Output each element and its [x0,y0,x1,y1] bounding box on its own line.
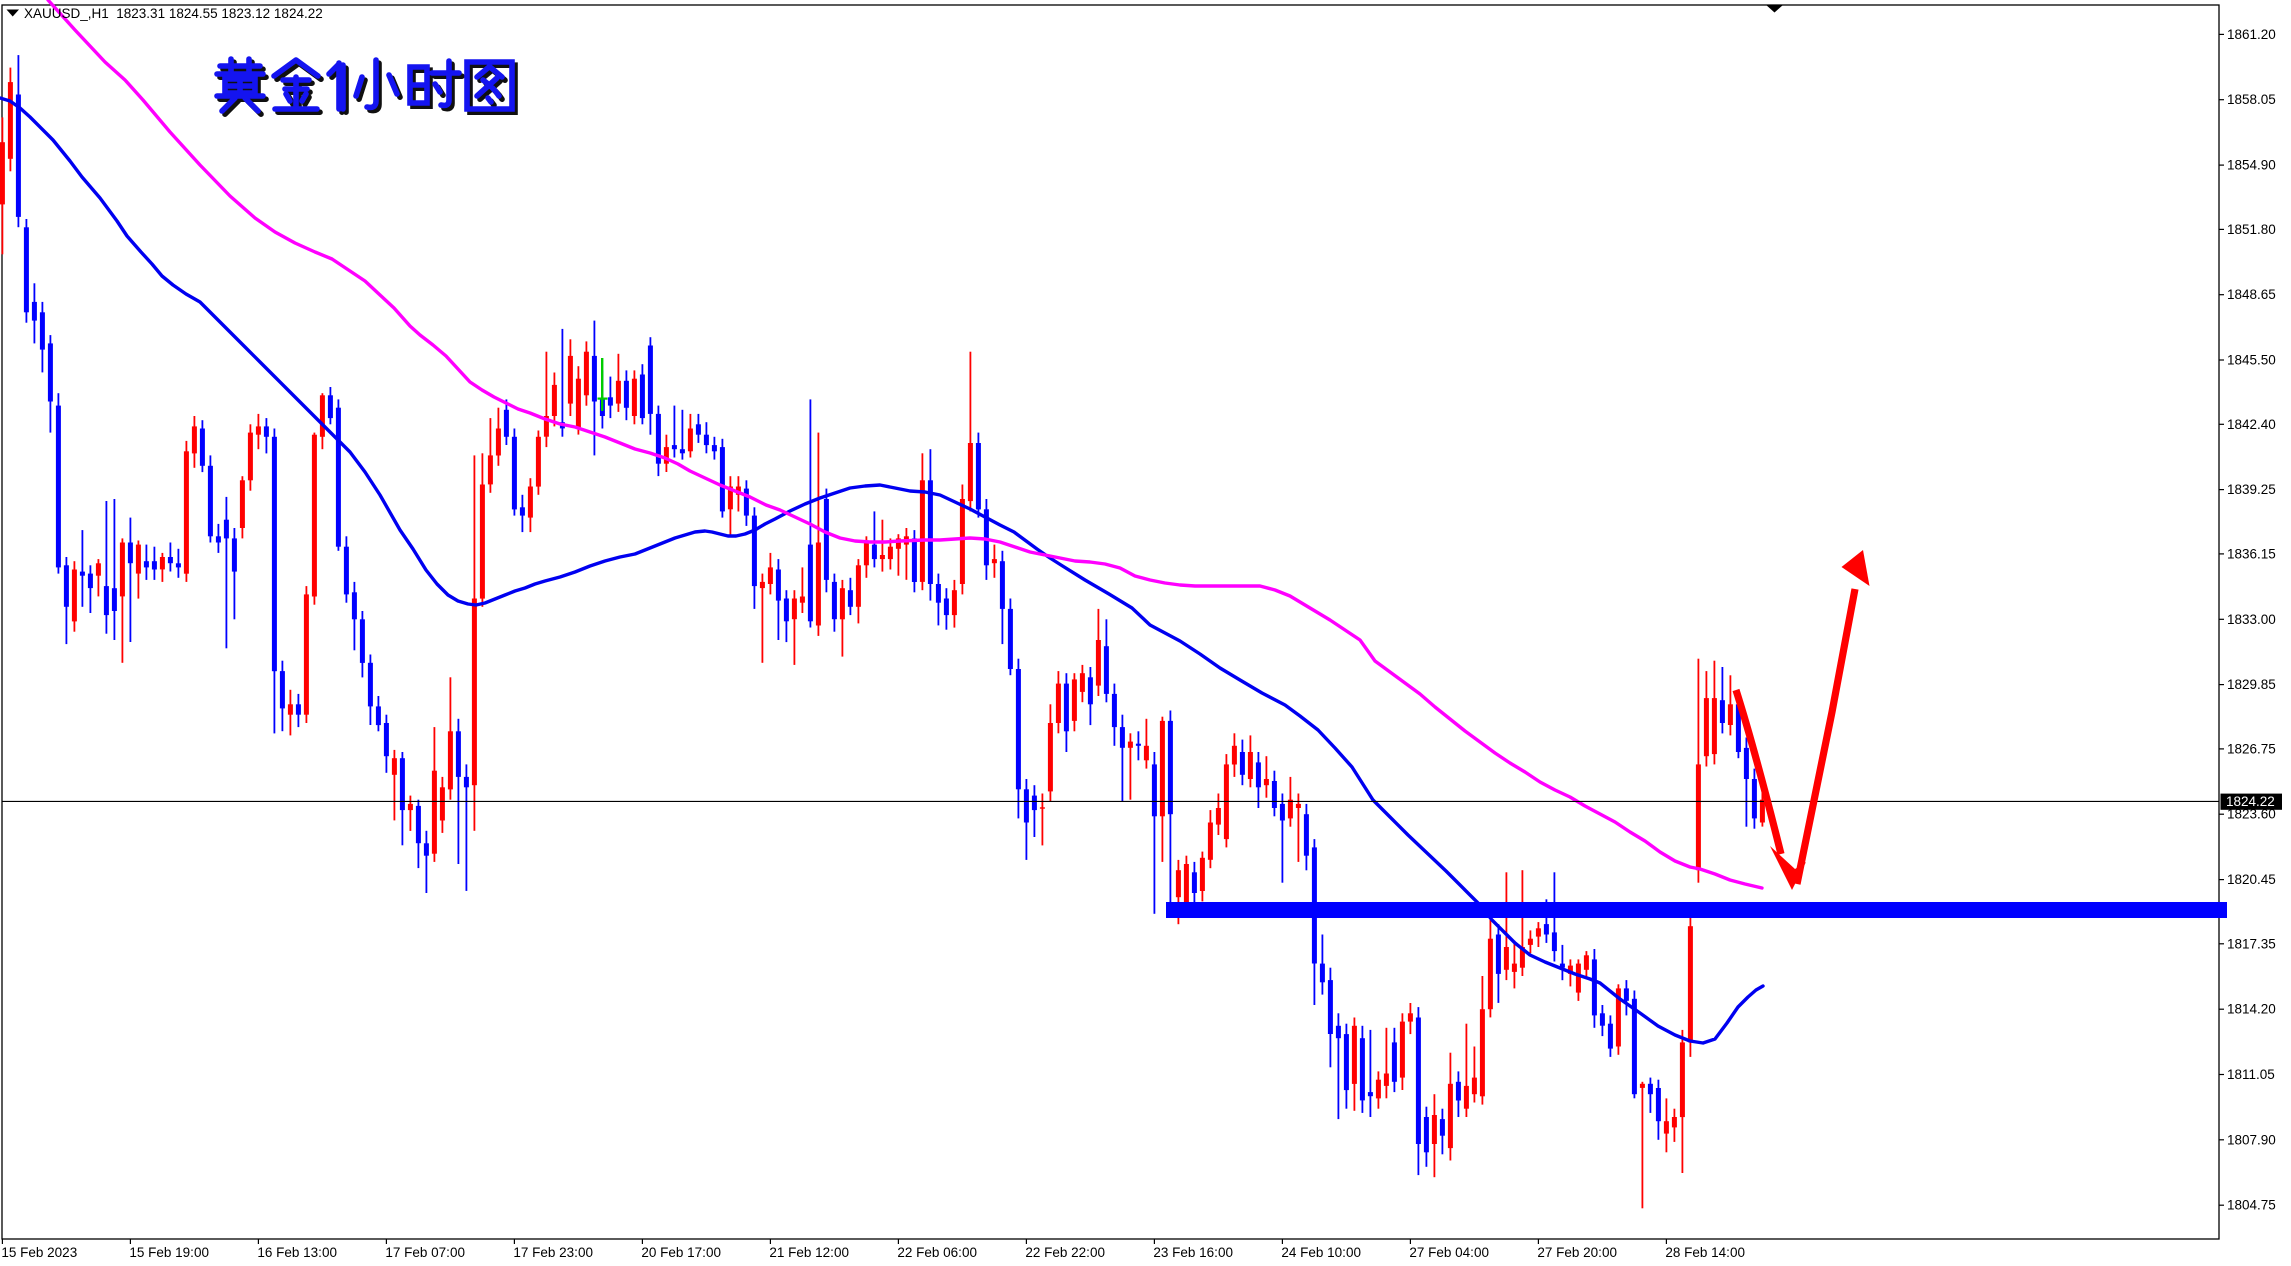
svg-text:15 Feb 19:00: 15 Feb 19:00 [129,1245,209,1260]
svg-text:1823.60: 1823.60 [2227,807,2276,822]
svg-text:1858.05: 1858.05 [2227,92,2276,107]
svg-text:1804.75: 1804.75 [2227,1198,2276,1213]
svg-text:17 Feb 23:00: 17 Feb 23:00 [513,1245,593,1260]
svg-text:20 Feb 17:00: 20 Feb 17:00 [641,1245,721,1260]
svg-text:1842.40: 1842.40 [2227,417,2276,432]
svg-text:15 Feb 2023: 15 Feb 2023 [1,1245,77,1260]
svg-text:1814.20: 1814.20 [2227,1002,2276,1017]
svg-text:1826.75: 1826.75 [2227,741,2276,756]
svg-text:27 Feb 20:00: 27 Feb 20:00 [1537,1245,1617,1260]
svg-text:1833.00: 1833.00 [2227,612,2276,627]
svg-text:XAUUSD_,H1 1823.31 1824.55 18: XAUUSD_,H1 1823.31 1824.55 1823.12 1824.… [24,6,323,21]
svg-text:21 Feb 12:00: 21 Feb 12:00 [769,1245,849,1260]
svg-text:1817.35: 1817.35 [2227,936,2276,951]
svg-text:1836.15: 1836.15 [2227,546,2276,561]
svg-text:1829.85: 1829.85 [2227,677,2276,692]
svg-text:1854.90: 1854.90 [2227,158,2276,173]
svg-text:22 Feb 06:00: 22 Feb 06:00 [897,1245,977,1260]
svg-text:23 Feb 16:00: 23 Feb 16:00 [1153,1245,1233,1260]
svg-text:27 Feb 04:00: 27 Feb 04:00 [1409,1245,1489,1260]
svg-text:1820.45: 1820.45 [2227,872,2276,887]
svg-text:1807.90: 1807.90 [2227,1132,2276,1147]
svg-text:1851.80: 1851.80 [2227,222,2276,237]
svg-text:1861.20: 1861.20 [2227,27,2276,42]
svg-text:16 Feb 13:00: 16 Feb 13:00 [257,1245,337,1260]
svg-text:1824.22: 1824.22 [2226,794,2275,809]
svg-text:1848.65: 1848.65 [2227,287,2276,302]
svg-text:17 Feb 07:00: 17 Feb 07:00 [385,1245,465,1260]
svg-text:1845.50: 1845.50 [2227,353,2276,368]
svg-text:28 Feb 14:00: 28 Feb 14:00 [1665,1245,1745,1260]
svg-text:22 Feb 22:00: 22 Feb 22:00 [1025,1245,1105,1260]
svg-text:1811.05: 1811.05 [2227,1067,2275,1082]
svg-text:1839.25: 1839.25 [2227,482,2276,497]
svg-text:24 Feb 10:00: 24 Feb 10:00 [1281,1245,1361,1260]
